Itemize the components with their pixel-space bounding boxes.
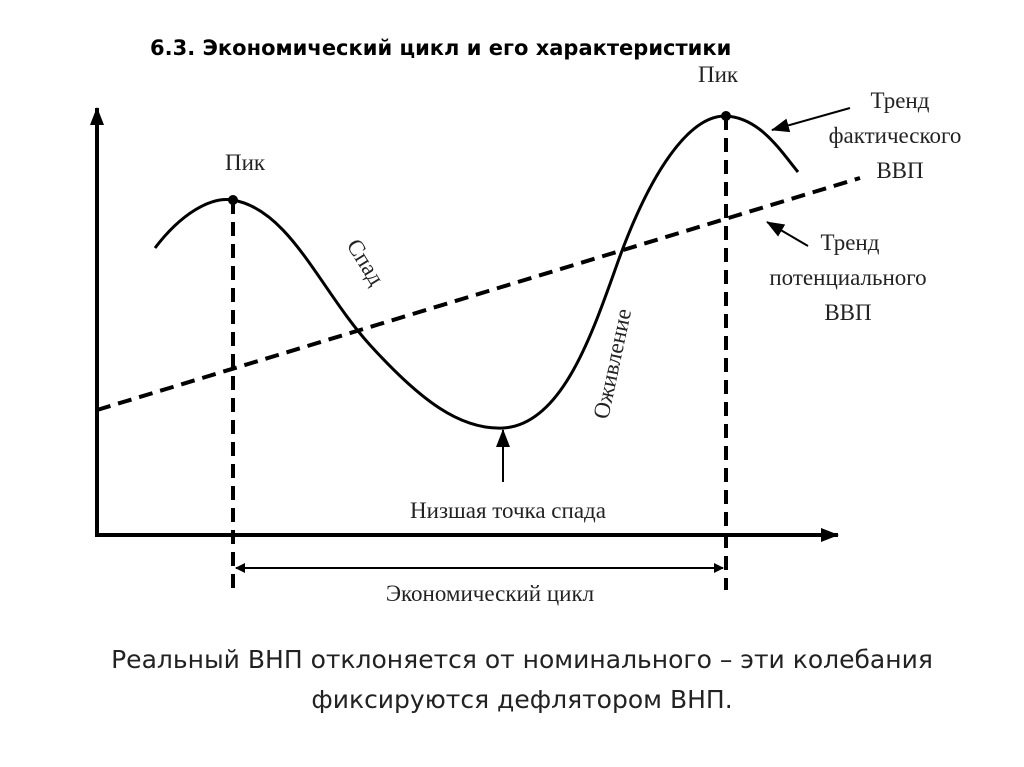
caption: фиксируются дефлятором ВНП. (311, 685, 732, 714)
actual-trend-label: Тренд (871, 88, 930, 113)
peak-label: Пик (698, 62, 739, 87)
actual-trend-label: фактического (829, 123, 962, 148)
potential-trend-label: Тренд (821, 230, 880, 255)
actual-trend-label: ВВП (876, 158, 923, 183)
potential-trend-label: потенциального (769, 265, 926, 290)
title: 6.3. Экономический цикл и его характерис… (150, 36, 731, 60)
caption: Реальный ВНП отклоняется от номинального… (111, 645, 933, 674)
potential-trend-label: ВВП (824, 300, 871, 325)
pointer-arrow (766, 221, 809, 247)
pointer-arrow (771, 107, 851, 133)
trough-label: Низшая точка спада (410, 498, 606, 523)
cycle-label: Экономический цикл (386, 581, 594, 606)
recession-label: Спад (342, 234, 390, 290)
potential-trend-line (96, 176, 861, 412)
gdp-curve (153, 114, 800, 430)
peak-label: Пик (225, 150, 266, 175)
